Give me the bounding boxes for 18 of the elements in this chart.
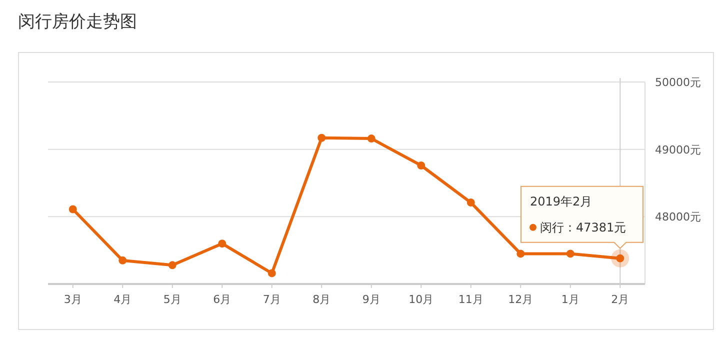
x-tick-label: 1月 <box>561 293 580 306</box>
y-tick-label: 49000元 <box>655 143 701 156</box>
x-tick-label: 5月 <box>163 293 182 306</box>
annotation: 闵行：47381元 <box>540 220 626 234</box>
x-tick-label: 10月 <box>408 293 434 306</box>
annotation: 2019年2月 <box>530 194 592 208</box>
y-tick-label: 48000元 <box>655 210 701 224</box>
chart-title: 闵行房价走势图 <box>18 12 137 32</box>
x-tick-label: 9月 <box>362 293 380 306</box>
x-tick-label: 8月 <box>312 293 331 306</box>
x-tick-label: 12月 <box>508 293 534 306</box>
x-tick-label: 3月 <box>64 293 82 306</box>
y-tick-label: 50000元 <box>655 76 701 89</box>
x-tick-label: 2月 <box>611 293 630 306</box>
x-tick-label: 4月 <box>114 293 132 306</box>
x-tick-label: 6月 <box>213 293 232 306</box>
x-tick-label: 7月 <box>262 293 281 306</box>
x-tick-label: 11月 <box>458 293 484 306</box>
